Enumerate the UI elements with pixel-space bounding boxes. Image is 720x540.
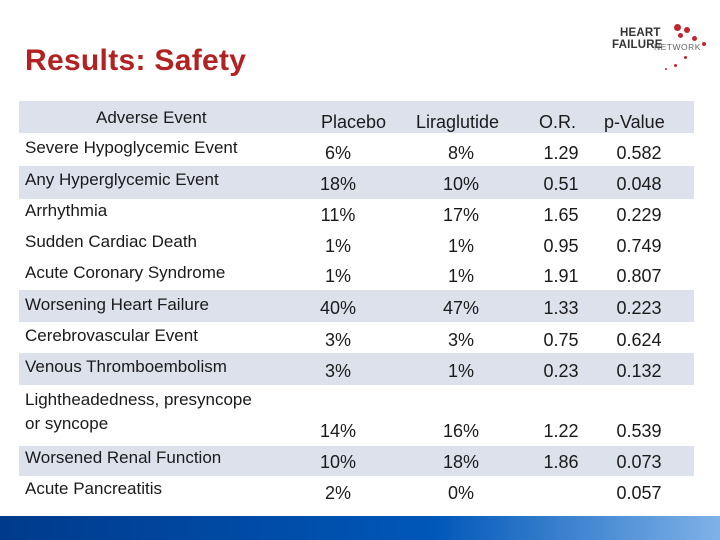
header-liraglutide: Liraglutide [416,112,500,132]
cell-p-value: 0.057 [616,483,662,503]
cell-liraglutide: 1% [447,266,474,286]
cell-placebo: 1% [324,266,351,286]
adverse-event-label-cont: or syncope [25,414,109,433]
cell-placebo: 2% [324,483,351,503]
cell-odds-ratio: 1.86 [543,452,579,472]
cell-liraglutide: 47% [442,298,480,318]
row-band [19,166,694,199]
cell-odds-ratio: 1.91 [543,266,579,286]
adverse-event-label: Cerebrovascular Event [25,326,198,345]
cell-liraglutide: 16% [442,421,480,441]
cell-placebo: 1% [324,236,351,256]
cell-p-value: 0.223 [616,298,662,318]
cell-placebo: 10% [319,452,357,472]
table-header-band [19,101,694,133]
cell-p-value: 0.624 [616,330,662,350]
cell-odds-ratio: 0.75 [543,330,579,350]
cell-liraglutide: 3% [447,330,474,350]
cell-p-value: 0.749 [616,236,662,256]
cell-liraglutide: 17% [442,205,480,225]
logo-line-network: NETWORK [654,42,701,52]
header-odds-ratio: O.R. [539,112,577,132]
cell-liraglutide: 1% [447,236,474,256]
cell-p-value: 0.132 [616,361,662,381]
adverse-event-label: Venous Thromboembolism [25,357,227,376]
adverse-event-label: Acute Coronary Syndrome [25,263,226,282]
cell-placebo: 3% [324,330,351,350]
cell-p-value: 0.073 [616,452,662,472]
row-band [19,353,694,385]
cell-odds-ratio: 0.51 [543,174,579,194]
cell-liraglutide: 18% [442,452,480,472]
logo-dot-icon [684,27,690,33]
cell-p-value: 0.582 [616,143,662,163]
adverse-event-label: Any Hyperglycemic Event [25,170,219,189]
cell-placebo: 40% [319,298,357,318]
cell-odds-ratio: 0.95 [543,236,579,256]
cell-placebo: 6% [324,143,351,163]
logo-dot-icon [678,33,683,38]
cell-placebo: 3% [324,361,351,381]
logo-line-failure: FAILURE [612,39,663,51]
adverse-event-label: Severe Hypoglycemic Event [25,138,238,157]
logo-line-heart: HEART [620,27,661,39]
cell-placebo: 11% [320,205,356,225]
safety-table: Adverse Event Placebo Liraglutide O.R. p… [19,101,694,507]
adverse-event-label: Lightheadedness, presyncope [25,390,252,409]
row-band [19,290,694,322]
adverse-event-label: Sudden Cardiac Death [25,232,198,251]
cell-odds-ratio: 1.22 [543,421,579,441]
cell-odds-ratio: 1.65 [543,205,579,225]
cell-liraglutide: 0% [447,483,474,503]
cell-odds-ratio: 1.33 [543,298,579,318]
cell-liraglutide: 8% [447,143,474,163]
cell-liraglutide: 10% [442,174,480,194]
cell-odds-ratio: 1.29 [543,143,579,163]
adverse-event-label: Arrhythmia [25,201,108,220]
adverse-event-label: Worsened Renal Function [25,448,222,467]
cell-placebo: 14% [319,421,357,441]
logo-dot-icon [665,68,667,70]
footer-bar [0,516,720,540]
cell-p-value: 0.048 [616,174,662,194]
logo-dot-icon [692,36,697,41]
logo-dot-icon [674,24,681,31]
logo-dot-icon [702,42,706,46]
row-band [19,446,694,476]
header-adverse-event: Adverse Event [96,108,207,127]
logo-dot-icon [684,56,687,59]
adverse-event-label: Worsening Heart Failure [25,295,209,314]
cell-liraglutide: 1% [447,361,474,381]
cell-placebo: 18% [319,174,357,194]
cell-p-value: 0.539 [616,421,662,441]
slide-title: Results: Safety [25,44,247,77]
cell-p-value: 0.229 [616,205,662,225]
header-p-value: p-Value [604,112,665,132]
cell-odds-ratio: 0.23 [543,361,579,381]
adverse-event-label: Acute Pancreatitis [25,479,163,498]
heart-failure-network-logo: HEART FAILURE NETWORK [612,20,712,78]
logo-dot-icon [674,64,677,67]
cell-p-value: 0.807 [616,266,662,286]
header-placebo: Placebo [321,112,387,132]
